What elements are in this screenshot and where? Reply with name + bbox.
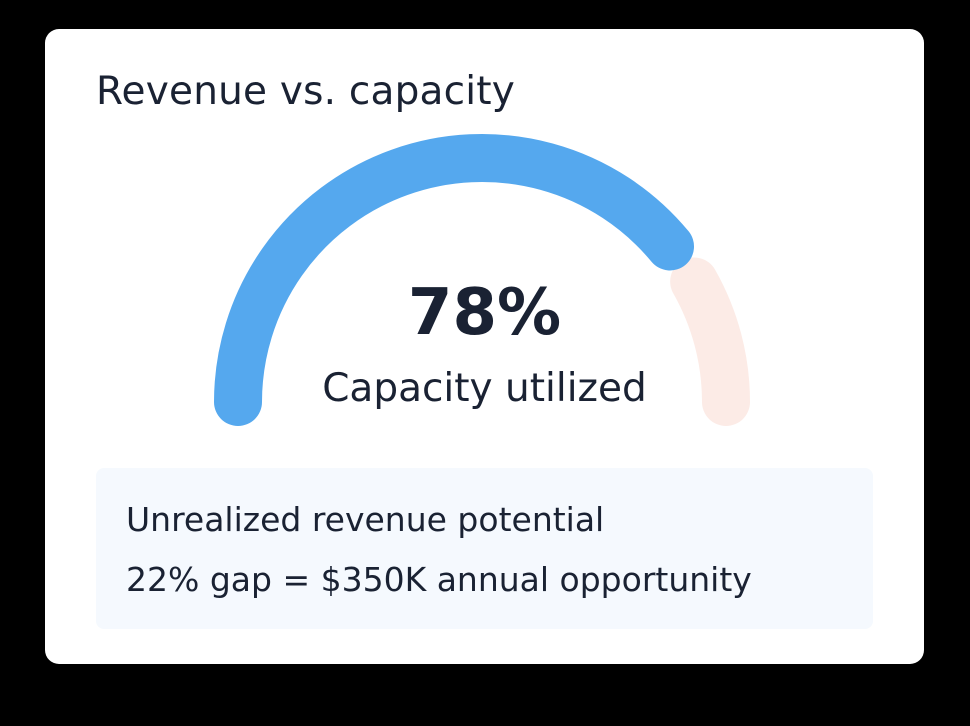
gauge-caption: Capacity utilized: [322, 366, 647, 411]
info-title: Unrealized revenue potential: [126, 500, 605, 539]
gauge-value: 78%: [407, 276, 562, 350]
info-detail: 22% gap = $350K annual opportunity: [126, 560, 752, 599]
unrealized-revenue-panel: Unrealized revenue potential 22% gap = $…: [96, 468, 873, 629]
gauge-filled-arc: [214, 134, 695, 426]
capacity-gauge: [214, 134, 750, 426]
revenue-capacity-card: Revenue vs. capacity 78% Capacity utiliz…: [45, 29, 924, 664]
card-title: Revenue vs. capacity: [96, 69, 516, 114]
gauge-remaining-arc: [670, 257, 750, 426]
